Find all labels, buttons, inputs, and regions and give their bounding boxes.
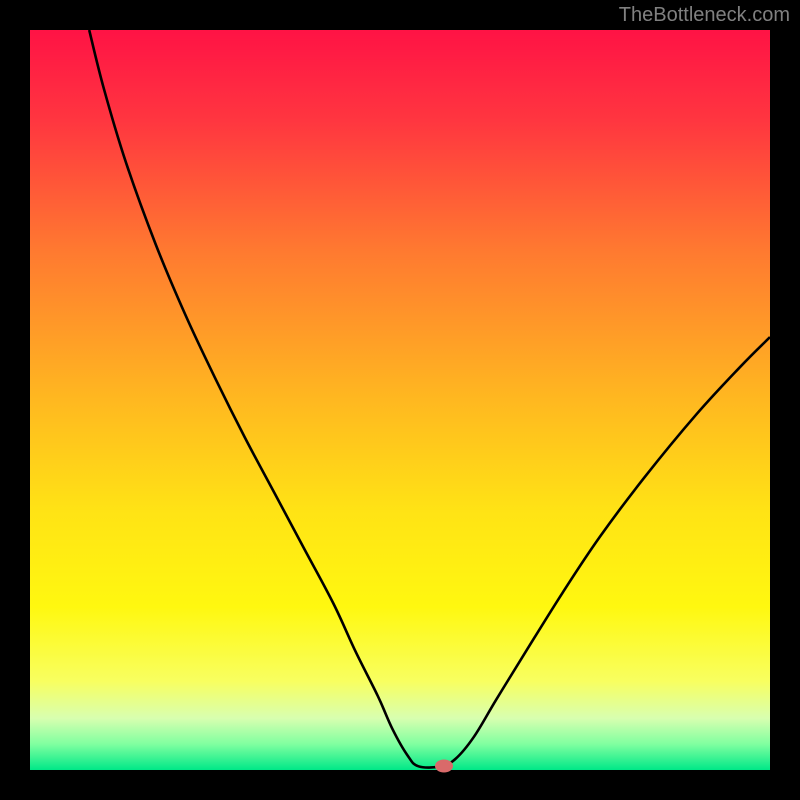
optimal-point-marker	[435, 760, 453, 773]
watermark-text: TheBottleneck.com	[619, 4, 790, 27]
chart-plot-area	[30, 30, 770, 770]
bottleneck-curve	[30, 30, 770, 770]
